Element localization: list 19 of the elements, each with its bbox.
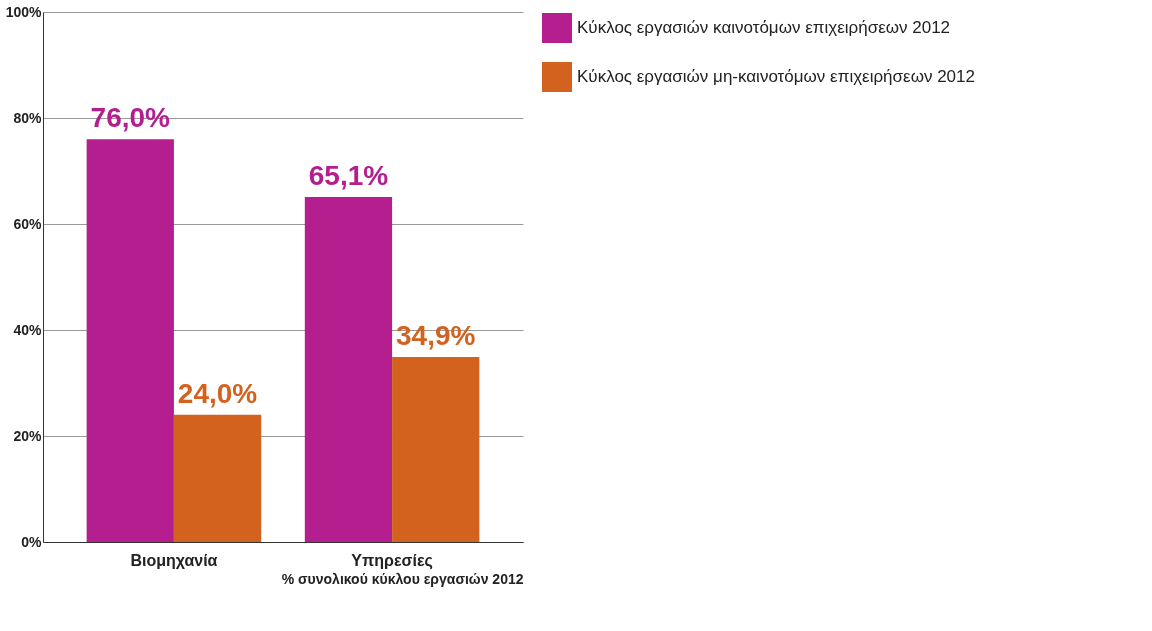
data-label: 24,0% (177, 377, 258, 409)
y-tick-label: 80% (13, 109, 43, 126)
bar (392, 357, 480, 542)
data-label: 76,0% (90, 102, 171, 134)
y-tick-label: 20% (13, 427, 43, 444)
bar (86, 139, 174, 542)
data-label: 34,9% (396, 320, 476, 352)
y-tick-label: 0% (21, 533, 43, 550)
legend-label: Κύκλος εργασιών καινοτόμων επιχειρήσεων 2012 (577, 18, 951, 37)
y-tick-label: 100% (5, 3, 43, 20)
bar (173, 414, 262, 542)
data-label: 65,1% (308, 159, 389, 191)
bar (304, 196, 393, 542)
x-axis-title: % συνολικού κύκλου εργασιών 2012 (281, 570, 524, 587)
x-tick-label: Βιομηχανία (130, 551, 218, 569)
x-tick-label: Υπηρεσίες (351, 551, 433, 570)
legend-label: Κύκλος εργασιών μη-καινοτόμων επιχειρήσεων 2012 (577, 67, 975, 86)
y-tick-label: 40% (13, 321, 43, 338)
y-tick-label: 60% (13, 215, 43, 232)
